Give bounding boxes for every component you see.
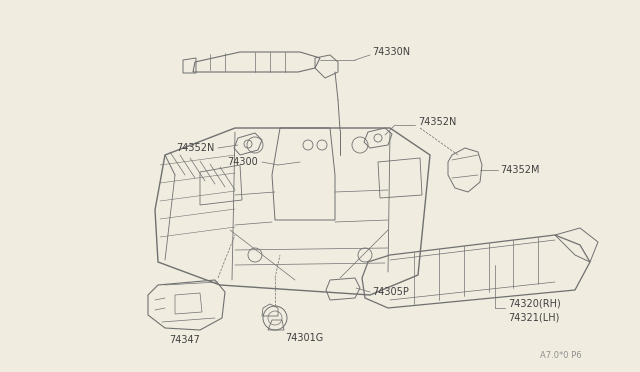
Text: 74300: 74300 (227, 157, 258, 167)
Text: 74321(LH): 74321(LH) (508, 313, 559, 323)
Text: 74352N: 74352N (177, 143, 215, 153)
Text: 74352N: 74352N (418, 117, 456, 127)
Text: 74347: 74347 (170, 335, 200, 345)
Text: A7.0*0 P6: A7.0*0 P6 (540, 350, 582, 359)
Text: 74301G: 74301G (285, 333, 323, 343)
Text: 74330N: 74330N (372, 47, 410, 57)
Text: 74352M: 74352M (500, 165, 540, 175)
Text: 74320(RH): 74320(RH) (508, 298, 561, 308)
Text: 74305P: 74305P (372, 287, 409, 297)
